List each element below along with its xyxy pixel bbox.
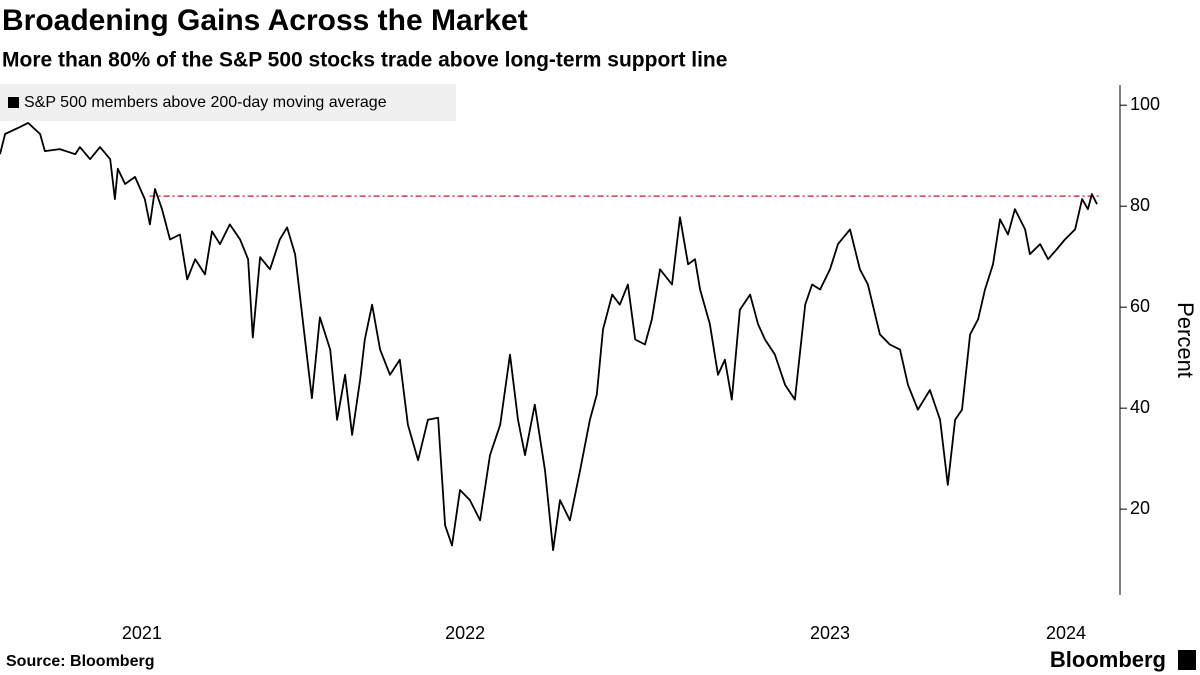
y-tick-label: 20 bbox=[1130, 498, 1150, 518]
y-axis-label: Percent bbox=[1173, 302, 1198, 378]
brand-icon bbox=[1178, 650, 1196, 670]
legend-marker bbox=[8, 97, 19, 108]
chart-title: Broadening Gains Across the Market bbox=[2, 4, 528, 37]
x-tick-label: 2023 bbox=[810, 623, 850, 643]
x-tick-label: 2021 bbox=[122, 623, 162, 643]
y-tick-label: 40 bbox=[1130, 397, 1150, 417]
y-tick-label: 100 bbox=[1130, 94, 1160, 114]
chart-subtitle: More than 80% of the S&P 500 stocks trad… bbox=[2, 49, 727, 72]
legend-label: S&P 500 members above 200-day moving ave… bbox=[24, 94, 387, 111]
brand: Bloomberg bbox=[1050, 647, 1166, 672]
legend-box bbox=[0, 84, 456, 121]
y-tick-label: 80 bbox=[1130, 195, 1150, 215]
source: Source: Bloomberg bbox=[6, 653, 154, 670]
x-tick-label: 2024 bbox=[1046, 623, 1086, 643]
series-line bbox=[0, 122, 1098, 551]
x-tick-label: 2022 bbox=[445, 623, 485, 643]
y-tick-label: 60 bbox=[1130, 296, 1150, 316]
